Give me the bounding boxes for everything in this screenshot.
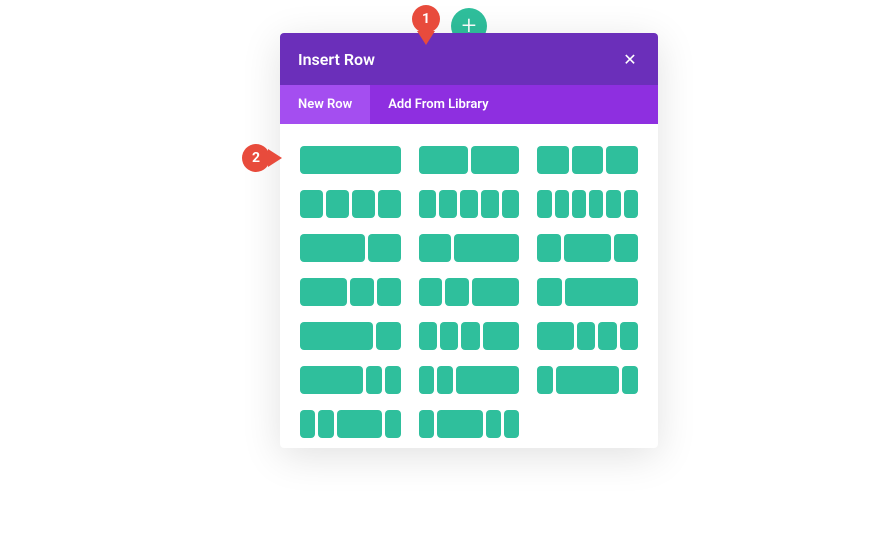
layout-col bbox=[300, 322, 373, 350]
layout-col bbox=[300, 190, 323, 218]
layout-col bbox=[385, 366, 401, 394]
layout-col bbox=[437, 366, 453, 394]
layout-col bbox=[300, 410, 315, 438]
layout-option[interactable] bbox=[300, 146, 401, 174]
annotation-badge: 2 bbox=[242, 144, 270, 172]
modal-title: Insert Row bbox=[298, 50, 375, 69]
layout-col bbox=[537, 146, 569, 174]
layout-option[interactable] bbox=[419, 146, 520, 174]
layout-option[interactable] bbox=[419, 366, 520, 394]
layout-col bbox=[439, 190, 457, 218]
stage: + Insert Row ✕ New RowAdd From Library 1… bbox=[280, 8, 658, 448]
layout-col bbox=[537, 234, 561, 262]
layout-col bbox=[622, 366, 638, 394]
layout-col bbox=[350, 278, 374, 306]
insert-row-modal: Insert Row ✕ New RowAdd From Library bbox=[280, 33, 658, 448]
layout-col bbox=[555, 190, 569, 218]
layout-col bbox=[481, 190, 499, 218]
layout-option[interactable] bbox=[300, 366, 401, 394]
modal-header: Insert Row ✕ bbox=[280, 33, 658, 85]
layout-col bbox=[483, 322, 520, 350]
layout-col bbox=[378, 190, 401, 218]
layout-col bbox=[461, 322, 479, 350]
layout-col bbox=[326, 190, 349, 218]
layout-col bbox=[537, 322, 574, 350]
layout-col bbox=[460, 190, 478, 218]
layout-col bbox=[456, 366, 519, 394]
layout-option[interactable] bbox=[419, 410, 520, 438]
layout-option[interactable] bbox=[537, 234, 638, 262]
layout-col bbox=[376, 322, 400, 350]
layout-col bbox=[564, 234, 611, 262]
close-icon: ✕ bbox=[623, 50, 636, 69]
layout-col bbox=[486, 410, 501, 438]
layout-col bbox=[352, 190, 375, 218]
close-button[interactable]: ✕ bbox=[620, 49, 640, 69]
layout-col bbox=[572, 146, 604, 174]
layout-col bbox=[598, 322, 616, 350]
layout-col bbox=[537, 190, 551, 218]
layout-col bbox=[614, 234, 638, 262]
annotation-pointer: 1 bbox=[412, 5, 440, 33]
layout-col bbox=[454, 234, 519, 262]
layout-option[interactable] bbox=[300, 322, 401, 350]
layout-col bbox=[537, 278, 561, 306]
layout-option[interactable] bbox=[300, 190, 401, 218]
layout-col bbox=[337, 410, 383, 438]
layout-option[interactable] bbox=[537, 190, 638, 218]
layout-col bbox=[366, 366, 382, 394]
layout-col bbox=[537, 366, 553, 394]
layout-col bbox=[300, 146, 401, 174]
layout-col bbox=[502, 190, 520, 218]
layout-col bbox=[368, 234, 401, 262]
layout-col bbox=[624, 190, 638, 218]
layout-option[interactable] bbox=[537, 146, 638, 174]
layout-col bbox=[445, 278, 469, 306]
layout-col bbox=[377, 278, 401, 306]
layout-col bbox=[606, 190, 620, 218]
layout-col bbox=[300, 234, 365, 262]
layout-grid bbox=[280, 124, 658, 448]
layout-col bbox=[419, 234, 452, 262]
layout-col bbox=[472, 278, 519, 306]
layout-col bbox=[504, 410, 519, 438]
layout-option[interactable] bbox=[419, 278, 520, 306]
modal-tabs: New RowAdd From Library bbox=[280, 85, 658, 124]
layout-col bbox=[606, 146, 638, 174]
layout-col bbox=[318, 410, 333, 438]
layout-option[interactable] bbox=[300, 278, 401, 306]
annotation-pointer: 2 bbox=[242, 144, 270, 172]
layout-option[interactable] bbox=[300, 234, 401, 262]
layout-col bbox=[620, 322, 638, 350]
layout-col bbox=[419, 146, 468, 174]
layout-col bbox=[437, 410, 483, 438]
layout-option[interactable] bbox=[419, 190, 520, 218]
layout-option[interactable] bbox=[300, 410, 401, 438]
layout-col bbox=[589, 190, 603, 218]
annotation-badge: 1 bbox=[412, 5, 440, 33]
layout-option[interactable] bbox=[537, 366, 638, 394]
layout-col bbox=[471, 146, 520, 174]
layout-option[interactable] bbox=[537, 278, 638, 306]
layout-col bbox=[300, 278, 347, 306]
layout-option[interactable] bbox=[419, 322, 520, 350]
layout-col bbox=[300, 366, 363, 394]
layout-col bbox=[565, 278, 638, 306]
layout-col bbox=[419, 366, 435, 394]
layout-col bbox=[385, 410, 400, 438]
layout-col bbox=[572, 190, 586, 218]
layout-col bbox=[419, 322, 437, 350]
layout-col bbox=[556, 366, 619, 394]
tab-add-from-library[interactable]: Add From Library bbox=[370, 85, 506, 124]
layout-option[interactable] bbox=[537, 322, 638, 350]
layout-col bbox=[440, 322, 458, 350]
layout-col bbox=[419, 190, 437, 218]
layout-col bbox=[419, 278, 443, 306]
layout-col bbox=[577, 322, 595, 350]
layout-col bbox=[419, 410, 434, 438]
tab-new-row[interactable]: New Row bbox=[280, 85, 370, 124]
layout-option[interactable] bbox=[419, 234, 520, 262]
